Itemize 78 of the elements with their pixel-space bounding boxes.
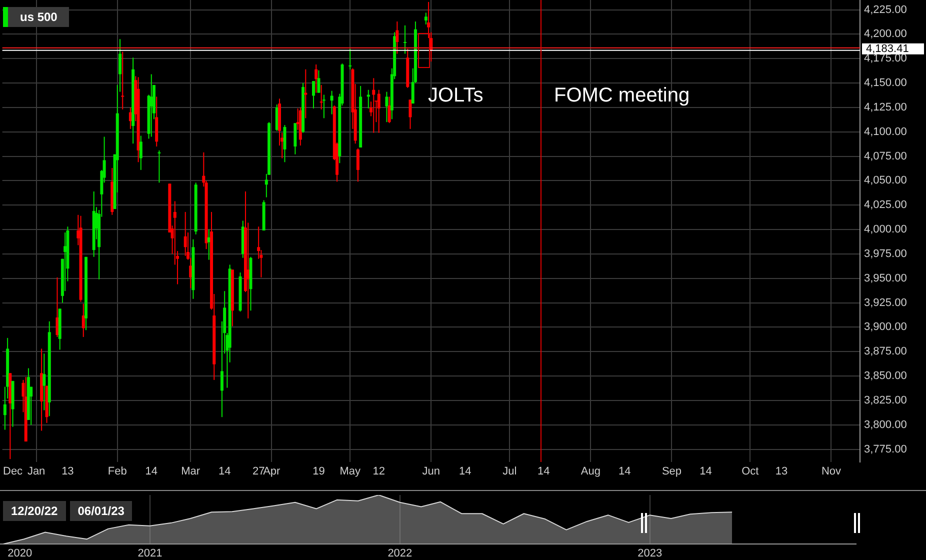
candlestick — [184, 211, 187, 256]
x-tick-label: 19 — [312, 466, 325, 478]
candlestick — [322, 94, 326, 119]
x-tick-label: 12 — [372, 466, 385, 478]
annotation: 12/20/22 — [3, 501, 66, 521]
candlestick — [348, 48, 352, 70]
x-tick-label: Apr — [263, 466, 281, 478]
x-tick-label: 14 — [145, 466, 158, 478]
x-tick-label: 14 — [618, 466, 631, 478]
candlestick — [82, 303, 85, 338]
x-tick-label: 2022 — [388, 548, 412, 560]
y-tick-label: 3,925.00 — [864, 296, 907, 309]
candlestick — [42, 353, 46, 411]
candlestick — [314, 64, 318, 94]
candlestick — [158, 150, 161, 184]
x-tick-label: Mar — [181, 466, 200, 478]
x-tick-label: 14 — [218, 466, 231, 478]
x-tick-label: 13 — [775, 466, 788, 478]
candlestick — [317, 70, 320, 94]
x-tick-label: Jul — [502, 466, 517, 478]
x-tick-label: 27 — [252, 466, 265, 478]
x-tick-label: Dec — [3, 466, 24, 478]
candlestick — [56, 276, 59, 338]
y-tick-label: 3,850.00 — [864, 370, 907, 382]
legend-label: us 500 — [20, 10, 58, 24]
candlestick — [139, 135, 142, 170]
candlestick — [312, 80, 315, 109]
candlestick — [121, 51, 124, 110]
ref-line-label: 4,183.41 — [866, 42, 909, 55]
x-tick-label: Aug — [580, 466, 600, 478]
y-tick-label: 4,025.00 — [864, 199, 907, 212]
x-tick-label: Jan — [27, 466, 46, 478]
y-tick-label: 4,100.00 — [864, 126, 907, 138]
annotation: FOMC meeting — [554, 84, 690, 107]
y-tick-label: 4,125.00 — [864, 101, 907, 114]
y-tick-label: 4,200.00 — [864, 28, 907, 40]
x-tick-label: Jun — [422, 466, 440, 478]
candlestick — [404, 24, 407, 54]
candlestick — [385, 91, 388, 123]
candlestick — [424, 12, 428, 25]
x-tick-label: 13 — [62, 466, 74, 478]
y-tick-label: 3,900.00 — [864, 321, 907, 334]
y-tick-label: 3,950.00 — [864, 272, 907, 284]
y-tick-label: 4,175.00 — [864, 52, 907, 65]
x-tick-label: Sep — [662, 466, 682, 478]
annotation: 06/01/23 — [70, 501, 132, 521]
x-tick-label: 2020 — [8, 548, 32, 560]
x-tick-label: 14 — [537, 466, 550, 478]
x-tick-label: 2021 — [138, 548, 162, 560]
candlestick — [366, 89, 370, 109]
x-tick-label: Oct — [742, 466, 759, 478]
x-tick-label: 14 — [459, 466, 472, 478]
candlestick — [294, 122, 297, 155]
candlestick — [372, 78, 376, 134]
candlestick — [408, 99, 412, 130]
x-tick-label: May — [340, 466, 361, 478]
candlestick — [377, 89, 380, 134]
y-tick-label: 3,800.00 — [864, 418, 907, 431]
y-tick-label: 3,825.00 — [864, 394, 907, 406]
y-tick-label: 3,775.00 — [864, 443, 907, 456]
x-tick-label: Feb — [108, 466, 127, 478]
candlestick — [330, 90, 334, 115]
x-tick-label: 14 — [700, 466, 712, 478]
y-tick-label: 4,225.00 — [864, 4, 907, 16]
y-tick-label: 4,000.00 — [864, 224, 907, 236]
candlestick — [388, 96, 391, 124]
y-tick-label: 3,975.00 — [864, 248, 907, 260]
y-tick-label: 4,150.00 — [864, 77, 907, 90]
y-tick-label: 4,050.00 — [864, 174, 907, 187]
candlestick — [283, 124, 286, 163]
y-tick-label: 4,075.00 — [864, 150, 907, 162]
y-tick-label: 3,875.00 — [864, 346, 907, 358]
annotation: JOLTs — [428, 84, 484, 107]
candlestick — [320, 84, 323, 110]
x-tick-label: Nov — [821, 466, 842, 478]
candlestick — [356, 148, 360, 182]
candlestick — [396, 20, 399, 54]
x-tick-label: 2023 — [638, 548, 662, 560]
